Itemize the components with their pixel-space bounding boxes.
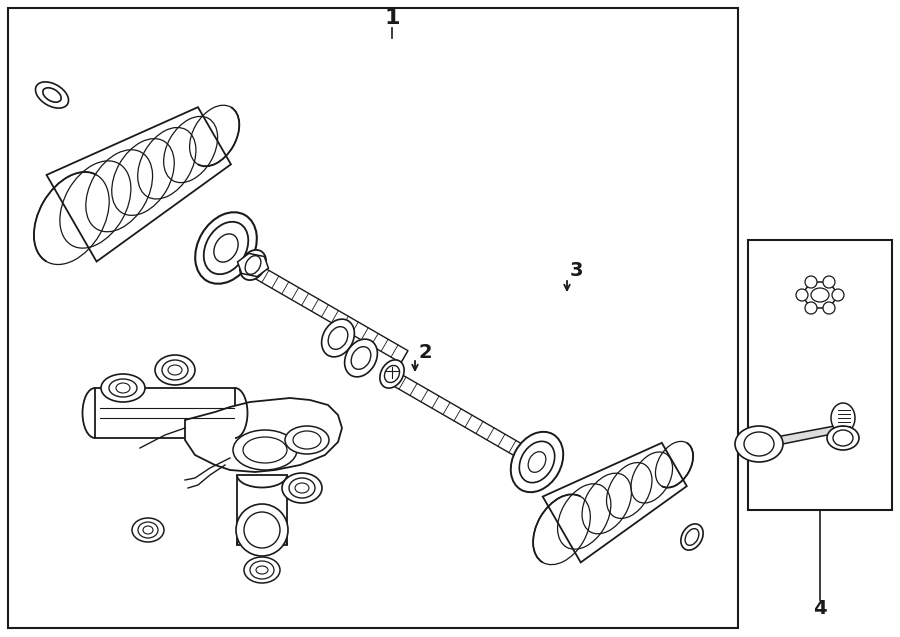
Ellipse shape xyxy=(244,557,280,583)
Polygon shape xyxy=(185,398,342,472)
Circle shape xyxy=(832,289,844,301)
Circle shape xyxy=(823,276,835,288)
Ellipse shape xyxy=(214,234,238,262)
Ellipse shape xyxy=(109,379,137,397)
Ellipse shape xyxy=(43,88,61,102)
Polygon shape xyxy=(760,425,842,448)
Ellipse shape xyxy=(528,452,545,472)
Ellipse shape xyxy=(744,432,774,456)
Ellipse shape xyxy=(293,431,321,449)
Polygon shape xyxy=(543,443,687,562)
Ellipse shape xyxy=(245,255,261,275)
Ellipse shape xyxy=(380,360,404,388)
Ellipse shape xyxy=(240,250,266,280)
Ellipse shape xyxy=(345,339,377,377)
Ellipse shape xyxy=(681,524,703,550)
Ellipse shape xyxy=(162,360,188,380)
Ellipse shape xyxy=(831,403,855,433)
Ellipse shape xyxy=(256,566,268,574)
Text: 4: 4 xyxy=(814,599,827,617)
Ellipse shape xyxy=(116,383,130,393)
Circle shape xyxy=(823,302,835,314)
Ellipse shape xyxy=(321,319,355,357)
Ellipse shape xyxy=(511,432,563,492)
Ellipse shape xyxy=(328,327,347,349)
Ellipse shape xyxy=(233,430,297,470)
Bar xyxy=(8,8,738,628)
Ellipse shape xyxy=(250,561,274,579)
Ellipse shape xyxy=(519,441,554,483)
Ellipse shape xyxy=(203,222,248,275)
Ellipse shape xyxy=(351,347,371,369)
Ellipse shape xyxy=(827,426,859,450)
Ellipse shape xyxy=(289,478,315,498)
Polygon shape xyxy=(47,107,231,262)
Ellipse shape xyxy=(282,473,322,503)
Ellipse shape xyxy=(285,426,329,454)
Ellipse shape xyxy=(243,437,287,463)
Polygon shape xyxy=(237,475,287,545)
Ellipse shape xyxy=(735,426,783,462)
Ellipse shape xyxy=(685,529,699,545)
Ellipse shape xyxy=(295,483,309,493)
Text: 1: 1 xyxy=(384,8,400,28)
Ellipse shape xyxy=(143,526,153,534)
Ellipse shape xyxy=(132,518,164,542)
Text: 2: 2 xyxy=(418,343,432,362)
Ellipse shape xyxy=(101,374,145,402)
Ellipse shape xyxy=(35,82,68,108)
Ellipse shape xyxy=(236,504,288,556)
Polygon shape xyxy=(232,253,408,363)
Text: 3: 3 xyxy=(570,261,583,280)
Circle shape xyxy=(805,276,817,288)
Ellipse shape xyxy=(195,212,256,283)
Circle shape xyxy=(805,302,817,314)
Ellipse shape xyxy=(384,366,400,383)
Ellipse shape xyxy=(138,522,158,538)
Polygon shape xyxy=(95,388,235,438)
Ellipse shape xyxy=(811,288,829,302)
Ellipse shape xyxy=(833,430,853,446)
Ellipse shape xyxy=(804,282,836,308)
Ellipse shape xyxy=(244,512,280,548)
Circle shape xyxy=(796,289,808,301)
Ellipse shape xyxy=(155,355,195,385)
Bar xyxy=(748,240,892,510)
Ellipse shape xyxy=(168,365,182,375)
Polygon shape xyxy=(238,254,268,276)
Polygon shape xyxy=(388,371,538,465)
